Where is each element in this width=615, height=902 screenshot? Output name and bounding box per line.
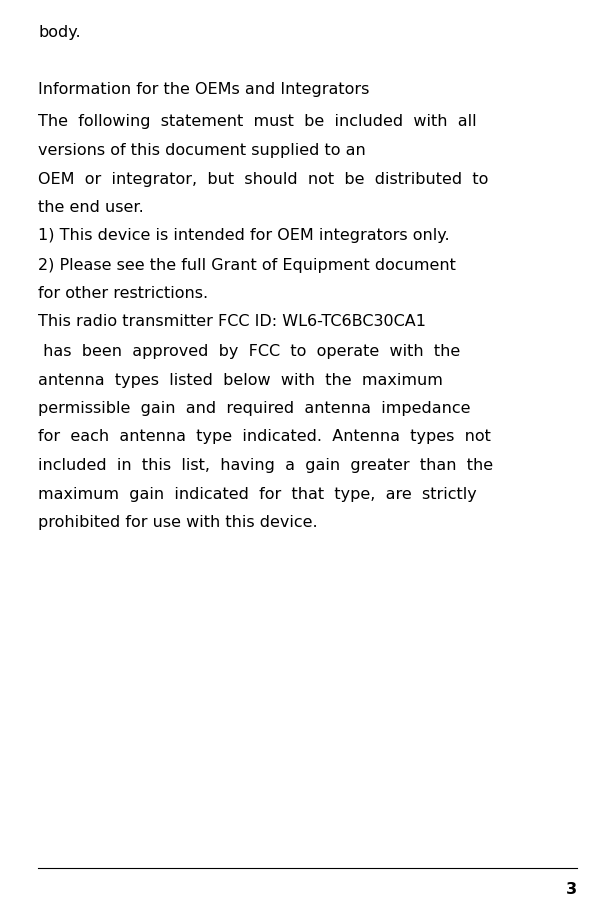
- Text: body.: body.: [38, 25, 81, 40]
- Text: maximum  gain  indicated  for  that  type,  are  strictly: maximum gain indicated for that type, ar…: [38, 486, 477, 502]
- Text: OEM  or  integrator,  but  should  not  be  distributed  to: OEM or integrator, but should not be dis…: [38, 172, 488, 187]
- Text: for other restrictions.: for other restrictions.: [38, 287, 208, 301]
- Text: Information for the OEMs and Integrators: Information for the OEMs and Integrators: [38, 82, 370, 97]
- Text: permissible  gain  and  required  antenna  impedance: permissible gain and required antenna im…: [38, 401, 470, 416]
- Text: This radio transmitter FCC ID: WL6-TC6BC30CA1: This radio transmitter FCC ID: WL6-TC6BC…: [38, 314, 426, 329]
- Text: 1) This device is intended for OEM integrators only.: 1) This device is intended for OEM integ…: [38, 228, 450, 243]
- Text: has  been  approved  by  FCC  to  operate  with  the: has been approved by FCC to operate with…: [38, 344, 460, 359]
- Text: the end user.: the end user.: [38, 200, 144, 216]
- Text: versions of this document supplied to an: versions of this document supplied to an: [38, 143, 366, 158]
- Text: included  in  this  list,  having  a  gain  greater  than  the: included in this list, having a gain gre…: [38, 458, 493, 473]
- Text: 3: 3: [566, 882, 577, 897]
- Text: antenna  types  listed  below  with  the  maximum: antenna types listed below with the maxi…: [38, 373, 443, 388]
- Text: The  following  statement  must  be  included  with  all: The following statement must be included…: [38, 114, 477, 129]
- Text: 2) Please see the full Grant of Equipment document: 2) Please see the full Grant of Equipmen…: [38, 258, 456, 273]
- Text: for  each  antenna  type  indicated.  Antenna  types  not: for each antenna type indicated. Antenna…: [38, 429, 491, 445]
- Text: prohibited for use with this device.: prohibited for use with this device.: [38, 515, 317, 530]
